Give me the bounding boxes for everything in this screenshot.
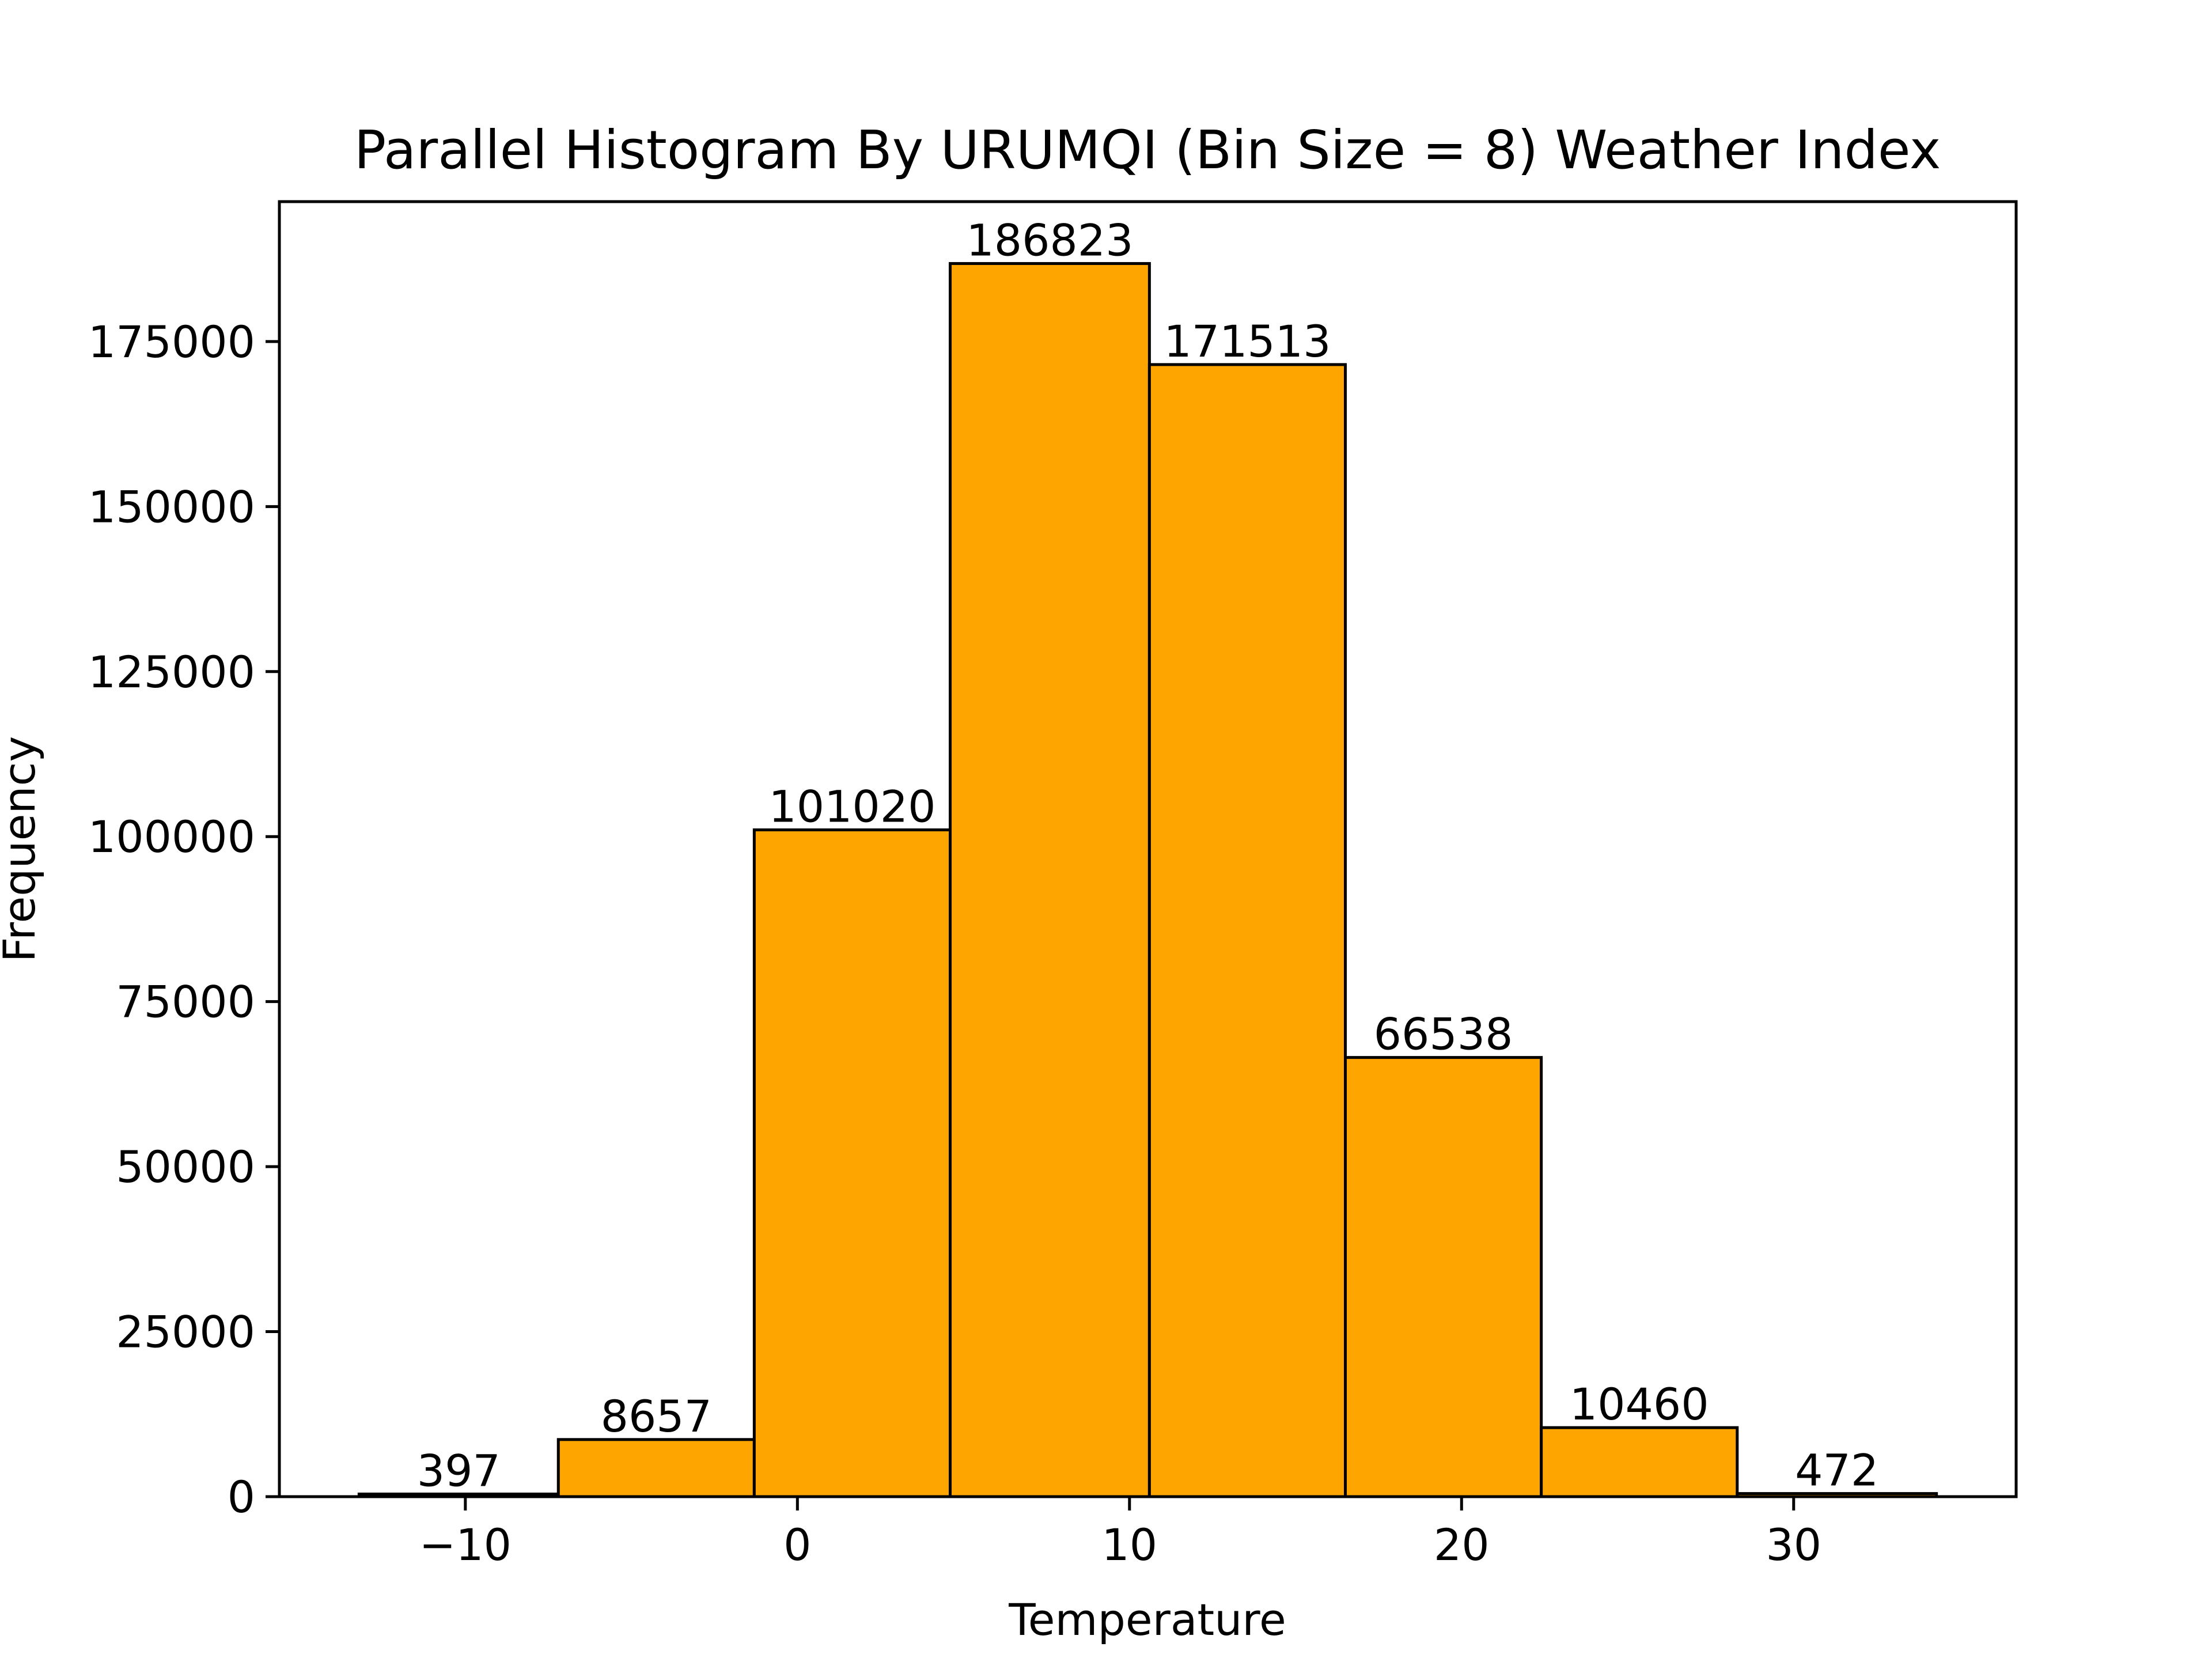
bar-value-label: 397 xyxy=(417,1445,501,1496)
y-tick-label: 0 xyxy=(228,1471,255,1523)
y-tick-label: 50000 xyxy=(116,1141,255,1192)
x-tick-label: 30 xyxy=(1766,1519,1821,1570)
y-tick-label: 175000 xyxy=(88,316,255,368)
x-tick-label: 10 xyxy=(1101,1519,1157,1570)
histogram-bar xyxy=(948,262,1151,1498)
x-tick-label: 20 xyxy=(1434,1519,1490,1570)
histogram-bar xyxy=(556,1438,756,1498)
bar-value-label: 171513 xyxy=(1164,316,1331,367)
y-tick-label: 100000 xyxy=(88,811,255,862)
data-labels-layer: 397 8657 101020 186823 171513 66538 10460 472 xyxy=(417,214,1878,1496)
x-tick-label: −10 xyxy=(419,1519,512,1570)
y-tick-label: 125000 xyxy=(88,646,255,698)
bar-value-label: 472 xyxy=(1795,1445,1878,1496)
bars-layer xyxy=(357,262,1938,1498)
x-tick-label: 0 xyxy=(783,1519,811,1570)
histogram-bar xyxy=(1147,363,1347,1498)
bar-value-label: 101020 xyxy=(768,781,935,832)
bar-value-label: 8657 xyxy=(601,1391,712,1442)
y-tick-label: 25000 xyxy=(116,1307,255,1358)
x-axis-label: Temperature xyxy=(1008,1594,1286,1645)
y-axis-label: Frequency xyxy=(0,736,45,963)
bar-value-label: 10460 xyxy=(1570,1379,1709,1430)
y-tick-label: 150000 xyxy=(88,481,255,532)
chart-title: Parallel Histogram By URUMQI (Bin Size =… xyxy=(354,119,1941,181)
histogram-bar xyxy=(1344,1056,1543,1498)
histogram-bar xyxy=(1540,1426,1739,1498)
y-axis-ticks: 0 25000 50000 75000 100000 125000 150000 175000 xyxy=(88,316,279,1523)
bar-value-label: 66538 xyxy=(1374,1009,1513,1060)
bar-value-label: 186823 xyxy=(966,214,1133,266)
histogram-bar xyxy=(752,828,952,1498)
x-axis-ticks: −10 0 10 20 30 xyxy=(419,1497,1821,1570)
plot-area-frame xyxy=(278,200,2018,1498)
y-tick-label: 75000 xyxy=(116,976,255,1028)
